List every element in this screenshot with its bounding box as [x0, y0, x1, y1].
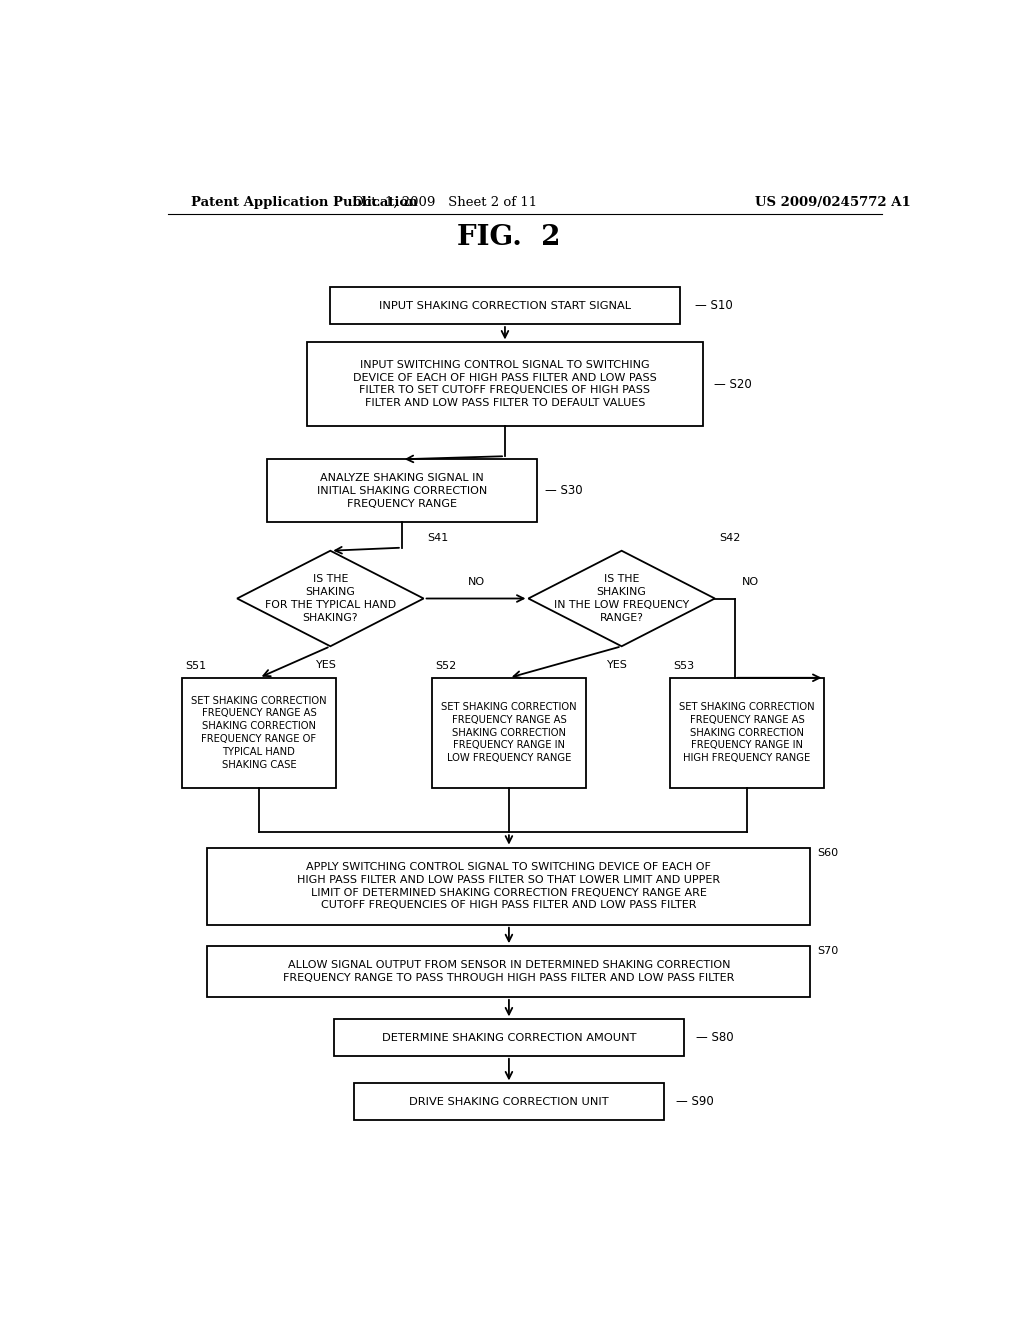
Text: INPUT SWITCHING CONTROL SIGNAL TO SWITCHING
DEVICE OF EACH OF HIGH PASS FILTER A: INPUT SWITCHING CONTROL SIGNAL TO SWITCH…	[353, 360, 656, 408]
Text: DRIVE SHAKING CORRECTION UNIT: DRIVE SHAKING CORRECTION UNIT	[410, 1097, 608, 1106]
Text: INPUT SHAKING CORRECTION START SIGNAL: INPUT SHAKING CORRECTION START SIGNAL	[379, 301, 631, 310]
Text: SET SHAKING CORRECTION
FREQUENCY RANGE AS
SHAKING CORRECTION
FREQUENCY RANGE IN
: SET SHAKING CORRECTION FREQUENCY RANGE A…	[441, 702, 577, 763]
FancyBboxPatch shape	[306, 342, 703, 426]
Text: APPLY SWITCHING CONTROL SIGNAL TO SWITCHING DEVICE OF EACH OF
HIGH PASS FILTER A: APPLY SWITCHING CONTROL SIGNAL TO SWITCH…	[297, 862, 721, 911]
Text: S52: S52	[435, 661, 457, 671]
Polygon shape	[238, 550, 424, 647]
Text: S51: S51	[185, 661, 207, 671]
Text: US 2009/0245772 A1: US 2009/0245772 A1	[755, 195, 910, 209]
Text: — S20: — S20	[714, 378, 752, 391]
Text: YES: YES	[607, 660, 628, 669]
FancyBboxPatch shape	[431, 677, 587, 788]
Text: — S10: — S10	[695, 300, 733, 313]
Text: S41: S41	[428, 532, 449, 543]
FancyBboxPatch shape	[354, 1084, 664, 1119]
Text: Oct. 1, 2009   Sheet 2 of 11: Oct. 1, 2009 Sheet 2 of 11	[353, 195, 538, 209]
Text: — S80: — S80	[696, 1031, 734, 1044]
FancyBboxPatch shape	[331, 288, 680, 325]
Text: ANALYZE SHAKING SIGNAL IN
INITIAL SHAKING CORRECTION
FREQUENCY RANGE: ANALYZE SHAKING SIGNAL IN INITIAL SHAKIN…	[316, 473, 487, 508]
Text: YES: YES	[316, 660, 337, 669]
FancyBboxPatch shape	[670, 677, 824, 788]
FancyBboxPatch shape	[207, 847, 811, 925]
FancyBboxPatch shape	[207, 946, 811, 997]
Text: IS THE
SHAKING
IN THE LOW FREQUENCY
RANGE?: IS THE SHAKING IN THE LOW FREQUENCY RANG…	[554, 574, 689, 623]
FancyBboxPatch shape	[267, 459, 537, 523]
Text: S53: S53	[674, 661, 694, 671]
Text: S60: S60	[817, 847, 838, 858]
Text: Patent Application Publication: Patent Application Publication	[191, 195, 418, 209]
Text: NO: NO	[742, 577, 759, 587]
FancyBboxPatch shape	[181, 677, 336, 788]
Text: IS THE
SHAKING
FOR THE TYPICAL HAND
SHAKING?: IS THE SHAKING FOR THE TYPICAL HAND SHAK…	[265, 574, 396, 623]
Text: ALLOW SIGNAL OUTPUT FROM SENSOR IN DETERMINED SHAKING CORRECTION
FREQUENCY RANGE: ALLOW SIGNAL OUTPUT FROM SENSOR IN DETER…	[284, 960, 734, 983]
Text: DETERMINE SHAKING CORRECTION AMOUNT: DETERMINE SHAKING CORRECTION AMOUNT	[382, 1032, 636, 1043]
Text: S42: S42	[719, 532, 740, 543]
FancyBboxPatch shape	[334, 1019, 684, 1056]
Text: — S30: — S30	[545, 484, 583, 498]
Text: NO: NO	[467, 577, 484, 587]
Text: FIG.  2: FIG. 2	[457, 224, 561, 251]
Polygon shape	[528, 550, 715, 647]
Text: SET SHAKING CORRECTION
FREQUENCY RANGE AS
SHAKING CORRECTION
FREQUENCY RANGE IN
: SET SHAKING CORRECTION FREQUENCY RANGE A…	[679, 702, 815, 763]
Text: S70: S70	[817, 946, 838, 956]
Text: — S90: — S90	[677, 1096, 714, 1107]
Text: SET SHAKING CORRECTION
FREQUENCY RANGE AS
SHAKING CORRECTION
FREQUENCY RANGE OF
: SET SHAKING CORRECTION FREQUENCY RANGE A…	[191, 696, 327, 770]
